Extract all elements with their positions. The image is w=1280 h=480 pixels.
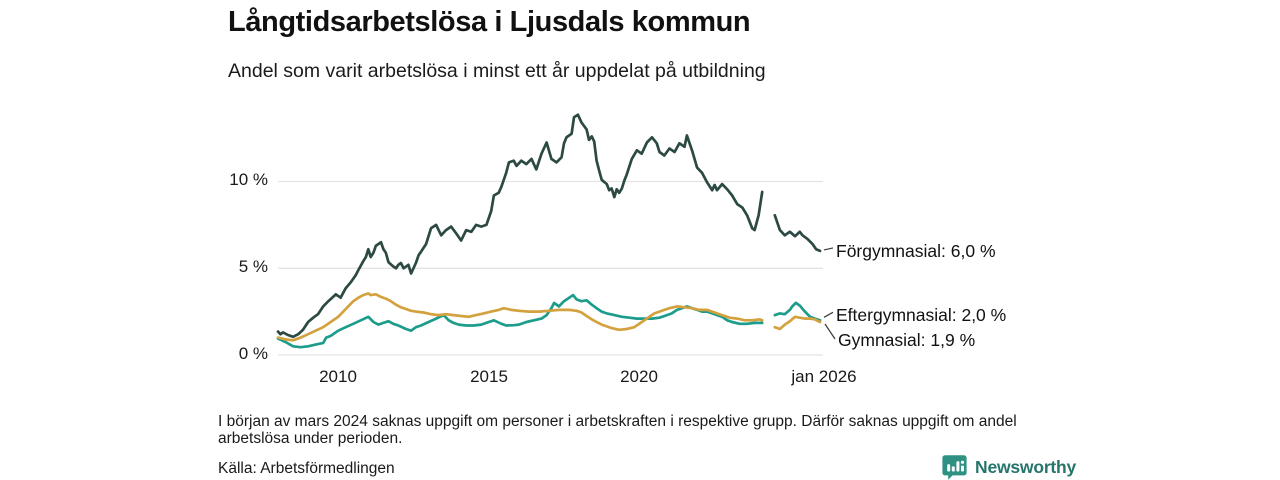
newsworthy-logo: Newsworthy: [941, 454, 1076, 480]
chart-subtitle: Andel som varit arbetslösa i minst ett å…: [228, 60, 766, 82]
x-axis-tick-2020: 2020: [620, 367, 658, 386]
source-credit: Källa: Arbetsförmedlingen: [218, 460, 395, 477]
x-axis-tick-2010: 2010: [319, 367, 357, 386]
x-axis-tick-2015: 2015: [470, 367, 508, 386]
series-label-forgymnasial: Förgymnasial: 6,0 %: [836, 241, 996, 261]
newsworthy-wordmark: Newsworthy: [975, 457, 1077, 477]
y-axis-tick-5: 5 %: [238, 257, 268, 276]
y-axis-tick-0: 0 %: [238, 344, 268, 363]
page-title: Långtidsarbetslösa i Ljusdals kommun: [228, 6, 751, 38]
newsworthy-bubble-chart-icon: [941, 454, 968, 480]
footnote: I början av mars 2024 saknas uppgift om …: [218, 413, 1017, 447]
series-label-gymnasial: Gymnasial: 1,9 %: [838, 330, 976, 350]
y-axis-tick-10: 10 %: [229, 170, 268, 189]
x-axis-tick-jan2026: jan 2026: [791, 367, 857, 386]
series-label-eftergymnasial: Eftergymnasial: 2,0 %: [836, 305, 1007, 325]
